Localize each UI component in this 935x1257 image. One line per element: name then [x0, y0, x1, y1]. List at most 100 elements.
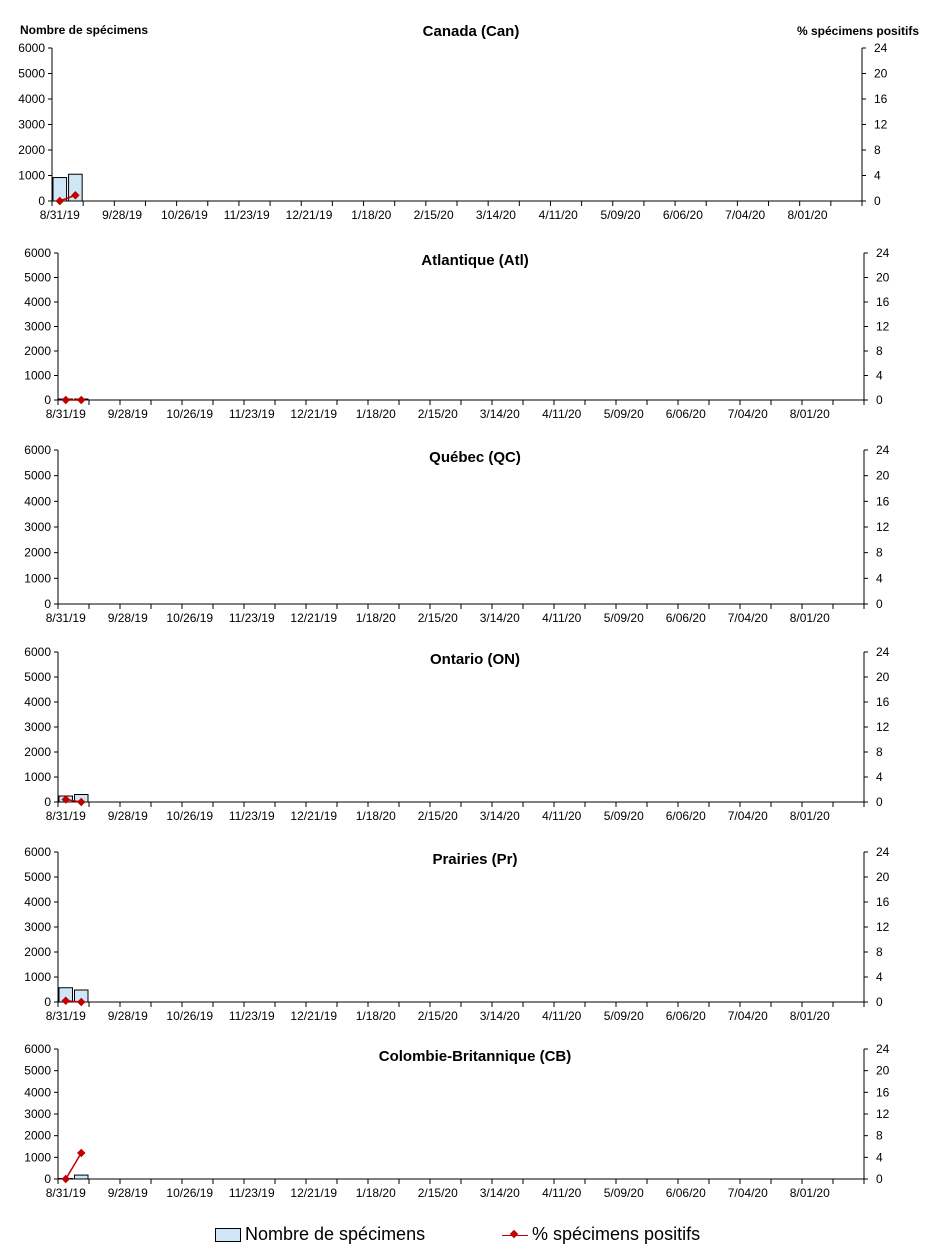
x-tick-label: 8/01/20 [790, 809, 830, 823]
x-tick-label: 8/01/20 [790, 611, 830, 625]
y-tick-label: 6000 [24, 443, 51, 457]
y2-tick-label: 24 [874, 41, 888, 55]
y-tick-label: 4000 [24, 494, 51, 508]
x-tick-label: 5/09/20 [604, 1009, 644, 1023]
y2-tick-label: 16 [876, 494, 890, 508]
x-tick-label: 11/23/19 [229, 407, 275, 421]
y-tick-label: 1000 [24, 770, 51, 784]
y2-tick-label: 0 [876, 1172, 883, 1186]
x-tick-label: 8/31/19 [40, 208, 80, 222]
y-tick-label: 6000 [24, 1042, 51, 1056]
y2-tick-label: 16 [876, 695, 890, 709]
x-tick-label: 4/11/20 [542, 611, 581, 625]
y-tick-label: 1000 [24, 970, 51, 984]
x-tick-label: 5/09/20 [604, 611, 644, 625]
y2-tick-label: 8 [876, 1129, 883, 1143]
x-tick-label: 2/15/20 [418, 1186, 458, 1200]
y-tick-label: 6000 [18, 41, 45, 55]
x-tick-label: 8/31/19 [46, 1009, 86, 1023]
x-tick-label: 9/28/19 [108, 407, 148, 421]
chart-title: Québec (QC) [429, 449, 521, 466]
x-tick-label: 3/14/20 [480, 809, 520, 823]
bar [68, 173, 83, 202]
x-tick-label: 8/31/19 [46, 1186, 86, 1200]
x-tick-label: 12/21/19 [290, 1009, 337, 1023]
y-tick-label: 4000 [24, 295, 51, 309]
x-tick-label: 1/18/20 [351, 208, 391, 222]
y2-tick-label: 16 [876, 1085, 890, 1099]
x-tick-label: 2/15/20 [418, 809, 458, 823]
y-tick-label: 2000 [24, 745, 51, 759]
y-tick-label: 0 [44, 393, 51, 407]
y2-tick-label: 20 [874, 67, 888, 81]
y-tick-label: 3000 [18, 118, 45, 132]
x-tick-label: 3/14/20 [480, 1009, 520, 1023]
x-tick-label: 3/14/20 [480, 407, 520, 421]
y2-tick-label: 8 [876, 745, 883, 759]
x-tick-label: 11/23/19 [229, 1009, 275, 1023]
y2-tick-label: 12 [876, 920, 890, 934]
y-tick-label: 1000 [18, 169, 45, 183]
x-tick-label: 4/11/20 [542, 809, 581, 823]
y2-tick-label: 16 [876, 895, 890, 909]
x-tick-label: 1/18/20 [356, 611, 396, 625]
y-tick-label: 4000 [24, 695, 51, 709]
y2-tick-label: 20 [876, 670, 890, 684]
y2-tick-label: 20 [876, 870, 890, 884]
legend-item-line: % spécimens positifs [502, 1224, 700, 1245]
x-tick-label: 2/15/20 [418, 611, 458, 625]
x-tick-label: 8/01/20 [790, 1009, 830, 1023]
y-tick-label: 0 [44, 597, 51, 611]
y-tick-label: 4000 [18, 92, 45, 106]
y-tick-label: 0 [44, 995, 51, 1009]
y2-tick-label: 24 [876, 645, 890, 659]
x-tick-label: 3/14/20 [476, 208, 516, 222]
x-tick-label: 4/11/20 [542, 1009, 581, 1023]
legend-item-bars: Nombre de spécimens [215, 1224, 425, 1245]
x-tick-label: 4/11/20 [542, 1186, 581, 1200]
x-tick-label: 5/09/20 [601, 208, 641, 222]
y-tick-label: 2000 [24, 1129, 51, 1143]
chart-title: Ontario (ON) [430, 651, 520, 668]
y-tick-label: 3000 [24, 320, 51, 334]
y-tick-label: 6000 [24, 645, 51, 659]
x-tick-label: 4/11/20 [539, 208, 578, 222]
y2-tick-label: 12 [876, 720, 890, 734]
x-tick-label: 6/06/20 [666, 407, 706, 421]
x-tick-label: 9/28/19 [108, 1186, 148, 1200]
y2-tick-label: 16 [874, 92, 888, 106]
x-tick-label: 4/11/20 [542, 407, 581, 421]
x-tick-label: 7/04/20 [725, 208, 765, 222]
x-tick-label: 10/26/19 [166, 1009, 213, 1023]
y2-tick-label: 0 [876, 597, 883, 611]
pct-marker [61, 395, 70, 405]
y2-tick-label: 24 [876, 246, 890, 260]
bar [74, 1174, 89, 1180]
x-tick-label: 11/23/19 [229, 809, 275, 823]
x-tick-label: 11/23/19 [229, 1186, 275, 1200]
y2-tick-label: 12 [876, 1107, 890, 1121]
x-tick-label: 6/06/20 [666, 611, 706, 625]
y-tick-label: 2000 [18, 143, 45, 157]
y-tick-label: 5000 [24, 870, 51, 884]
x-tick-label: 6/06/20 [663, 208, 703, 222]
y-tick-label: 5000 [24, 1064, 51, 1078]
y2-tick-label: 20 [876, 1064, 890, 1078]
pct-marker [71, 191, 80, 200]
chart-title: Canada (Can) [423, 23, 520, 40]
y2-tick-label: 8 [874, 143, 881, 157]
x-tick-label: 11/23/19 [224, 208, 270, 222]
x-tick-label: 10/26/19 [166, 407, 213, 421]
x-tick-label: 5/09/20 [604, 809, 644, 823]
y2-tick-label: 0 [876, 393, 883, 407]
y2-tick-label: 8 [876, 945, 883, 959]
x-tick-label: 6/06/20 [666, 809, 706, 823]
pct-marker [77, 1148, 86, 1158]
chart-title: Prairies (Pr) [432, 851, 517, 868]
x-tick-label: 9/28/19 [108, 1009, 148, 1023]
y2-tick-label: 4 [876, 770, 883, 784]
y-tick-label: 4000 [24, 1085, 51, 1099]
y2-tick-label: 4 [876, 970, 883, 984]
y-tick-label: 1000 [24, 369, 51, 383]
x-tick-label: 10/26/19 [166, 1186, 213, 1200]
